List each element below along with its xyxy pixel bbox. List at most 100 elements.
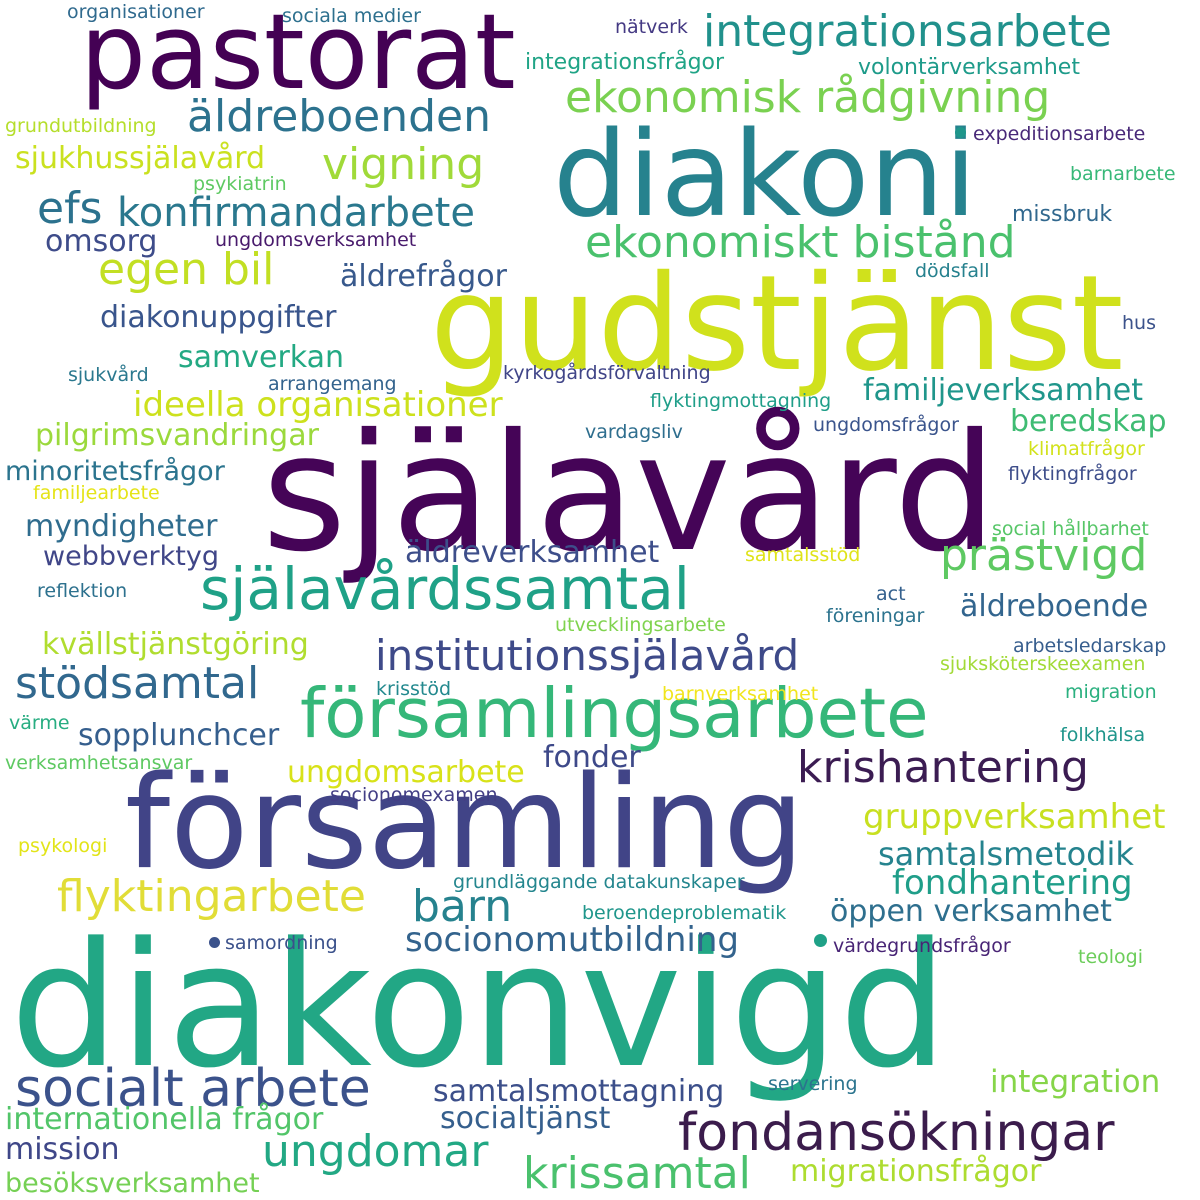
- word-arbetsledarskap: arbetsledarskap: [1013, 635, 1167, 657]
- word-institutionssjalavard: institutionssjälavård: [375, 631, 800, 680]
- word-foreningar: föreningar: [826, 605, 925, 627]
- word-diakonvigd: diakonvigd: [10, 905, 949, 1106]
- word-prastvigd: prästvigd: [940, 530, 1148, 581]
- word-gudstjanst: gudstjänst: [430, 247, 1124, 401]
- word-sjukhussjalavard: sjukhussjälavård: [15, 141, 266, 176]
- word-fonder: fonder: [543, 740, 641, 775]
- word-natverk: nätverk: [615, 16, 688, 38]
- word-ungdomsarbete: ungdomsarbete: [287, 755, 525, 790]
- word-pastorat: pastorat: [80, 0, 516, 113]
- word-diakonuppgifter: diakonuppgifter: [100, 300, 337, 335]
- word-oppen-verksamhet: öppen verksamhet: [830, 894, 1112, 929]
- word-omsorg: omsorg: [45, 224, 158, 259]
- word-socialt-arbete: socialt arbete: [15, 1059, 371, 1119]
- word-sjalavardssamtal: själavårdssamtal: [200, 555, 690, 623]
- word-kyrkogardsforvaltning: kyrkogårdsförvaltning: [503, 362, 711, 384]
- word-barn: barn: [412, 881, 513, 932]
- word-ungdomsverksamhet: ungdomsverksamhet: [215, 229, 417, 251]
- word-ungdomar: ungdomar: [262, 1126, 489, 1177]
- word-psykiatrin: psykiatrin: [193, 173, 287, 195]
- word-forsamling: församling: [125, 749, 805, 898]
- word-egen-bil: egen bil: [98, 244, 275, 295]
- word-flyktingmottagning: flyktingmottagning: [650, 390, 832, 412]
- word-expeditionsarbete: expeditionsarbete: [973, 123, 1146, 145]
- word-utvecklingsarbete: utvecklingsarbete: [555, 614, 726, 636]
- word-varme: värme: [9, 712, 70, 734]
- word-besoksverksamhet: besöksverksamhet: [5, 1168, 260, 1199]
- word-samtalsstod: samtalsstöd: [745, 544, 861, 566]
- word-grundlaggande-datakunskaper: grundläggande datakunskaper: [453, 871, 745, 893]
- word-barnverksamhet: barnverksamhet: [662, 683, 819, 705]
- word-migrationsfragor: migrationsfrågor: [790, 1154, 1042, 1189]
- word-klimatfragor: klimatfrågor: [1028, 438, 1145, 460]
- word-verksamhetsansvar: verksamhetsansvar: [5, 752, 193, 774]
- word-reflektion: reflektion: [37, 580, 128, 602]
- word-psykologi: psykologi: [18, 835, 108, 857]
- word-integrationsarbete: integrationsarbete: [703, 6, 1112, 57]
- word-pilgrimsvandringar: pilgrimsvandringar: [35, 418, 319, 453]
- word-diakoni: diakoni: [553, 105, 977, 243]
- word-beroendeproblematik: beroendeproblematik: [582, 902, 787, 924]
- word-dodsfall: dödsfall: [915, 260, 990, 282]
- word-folkhalsa: folkhälsa: [1060, 724, 1146, 746]
- word-socionomutbildning: socionomutbildning: [405, 920, 739, 960]
- word-sjalavard: själavård: [262, 400, 997, 588]
- word-forsamlingsarbete: församlingsarbete: [300, 674, 929, 754]
- word-ideella-organisationer: ideella organisationer: [133, 385, 503, 425]
- word-konfirmandarbete: konfirmandarbete: [117, 190, 475, 236]
- word-samverkan: samverkan: [178, 340, 345, 375]
- word-vardagsliv: vardagsliv: [585, 421, 683, 443]
- word-myndigheter: myndigheter: [25, 509, 218, 544]
- word-servering: servering: [768, 1073, 858, 1095]
- dot: [955, 127, 966, 138]
- word-internationella-fragor: internationella frågor: [5, 1102, 324, 1137]
- word-krissamtal: krissamtal: [523, 1148, 751, 1199]
- word-socialtjanst: socialtjänst: [440, 1101, 611, 1136]
- word-beredskap: beredskap: [1010, 404, 1167, 439]
- word-barnarbete: barnarbete: [1070, 163, 1176, 185]
- word-stodsamtal: stödsamtal: [15, 658, 260, 709]
- word-aldrefragor: äldrefrågor: [340, 259, 507, 294]
- word-gruppverksamhet: gruppverksamhet: [863, 797, 1166, 837]
- word-kvallstjanstgoring: kvällstjänstgöring: [42, 627, 309, 662]
- word-ekonomisk-radgivning: ekonomisk rådgivning: [565, 72, 1051, 123]
- word-krisstod: krisstöd: [376, 678, 452, 700]
- word-integrationsfragor: integrationsfrågor: [525, 50, 725, 75]
- word-samtalsmetodik: samtalsmetodik: [878, 835, 1134, 873]
- word-samtalsmottagning: samtalsmottagning: [433, 1074, 725, 1109]
- word-aldreboende: äldreboende: [960, 589, 1149, 624]
- word-migration: migration: [1065, 681, 1157, 703]
- word-organisationer: organisationer: [67, 1, 205, 23]
- word-vardegrundsfragor: värdegrundsfrågor: [833, 935, 1011, 957]
- word-familjearbete: familjearbete: [33, 482, 160, 504]
- word-social-hallbarhet: social hållbarhet: [992, 518, 1149, 540]
- word-aldreboenden: äldreboenden: [187, 91, 492, 142]
- word-minoritetsfragor: minoritetsfrågor: [5, 456, 225, 487]
- dot: [814, 934, 827, 947]
- word-samordning: samordning: [225, 932, 338, 954]
- word-integration: integration: [990, 1064, 1161, 1100]
- word-sjukskoterskeexamen: sjuksköterskeexamen: [940, 653, 1146, 675]
- word-sociala-medier: sociala medier: [282, 5, 421, 27]
- word-ekonomiskt-bistand: ekonomiskt bistånd: [585, 217, 1016, 268]
- word-vigning: vigning: [322, 139, 485, 190]
- word-flyktingfragor: flyktingfrågor: [1008, 463, 1137, 485]
- word-aldreverksamhet: äldreverksamhet: [405, 535, 660, 570]
- word-sopplunchcer: sopplunchcer: [78, 718, 280, 753]
- word-krishantering: krishantering: [797, 742, 1089, 793]
- word-volontarverksamhet: volontärverksamhet: [858, 55, 1080, 80]
- word-socionomexamen: socionomexamen: [330, 784, 498, 806]
- word-mission: mission: [5, 1132, 120, 1167]
- word-sjukvard: sjukvård: [68, 364, 149, 386]
- word-efs: efs: [37, 183, 103, 234]
- word-familjeverksamhet: familjeverksamhet: [863, 373, 1144, 408]
- word-webbverktyg: webbverktyg: [43, 541, 220, 572]
- word-act: act: [876, 583, 906, 605]
- word-missbruk: missbruk: [1012, 202, 1113, 227]
- word-fondhantering: fondhantering: [892, 863, 1133, 903]
- word-grundutbildning: grundutbildning: [5, 115, 157, 137]
- word-teologi: teologi: [1078, 946, 1144, 968]
- word-flyktingarbete: flyktingarbete: [57, 871, 366, 922]
- dot: [209, 937, 220, 948]
